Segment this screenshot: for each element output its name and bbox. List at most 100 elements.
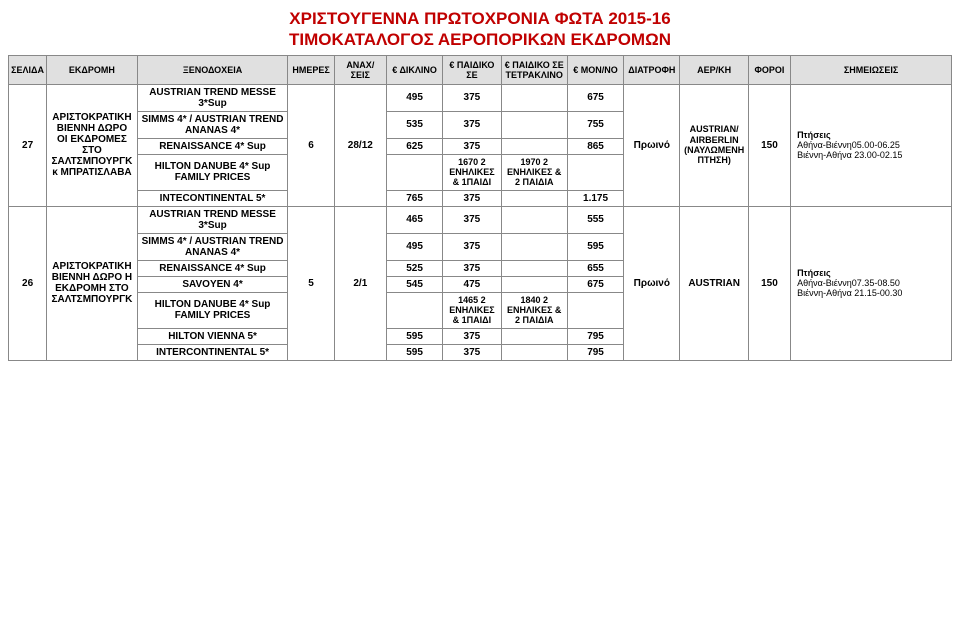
table-row: 26 ΑΡΙΣΤΟΚΡΑΤΙΚΗ ΒΙΕΝΝΗ ΔΩΡΟ Η ΕΚΔΡΟΜΗ Σ… — [9, 206, 952, 233]
hdr-page: ΣΕΛΙΔΑ — [9, 55, 47, 84]
cell-trip: ΑΡΙΣΤΟΚΡΑΤΙΚΗ ΒΙΕΝΝΗ ΔΩΡΟ ΟΙ ΕΚΔΡΟΜΕΣ ΣΤ… — [47, 84, 137, 206]
cell-kid2 — [501, 206, 567, 233]
cell-kid2: 1970 2 ΕΝΗΛΙΚΕΣ & 2 ΠΑΙΔΙΑ — [501, 154, 567, 190]
cell-kid1: 475 — [443, 276, 501, 292]
notes-title: Πτήσεις — [797, 268, 948, 278]
cell-hotel: AUSTRIAN TREND MESSE 3*Sup — [137, 206, 288, 233]
cell-notes: Πτήσεις Αθήνα-Βιέννη05.00-06.25 Βιέννη-Α… — [791, 84, 952, 206]
cell-dep: 2/1 — [334, 206, 386, 360]
cell-kid1: 375 — [443, 233, 501, 260]
cell-kid2 — [501, 344, 567, 360]
cell-kid1: 375 — [443, 328, 501, 344]
cell-trip: ΑΡΙΣΤΟΚΡΑΤΙΚΗ ΒΙΕΝΝΗ ΔΩΡΟ Η ΕΚΔΡΟΜΗ ΣΤΟ … — [47, 206, 137, 360]
cell-hotel: INTERCONTINENTAL 5* — [137, 344, 288, 360]
cell-single: 655 — [567, 260, 623, 276]
cell-kid2 — [501, 328, 567, 344]
cell-kid2 — [501, 111, 567, 138]
cell-dbl: 495 — [386, 84, 442, 111]
cell-single: 555 — [567, 206, 623, 233]
table-header: ΣΕΛΙΔΑ ΕΚΔΡΟΜΗ ΞΕΝΟΔΟΧΕΙΑ ΗΜΕΡΕΣ ΑΝΑΧ/ΣΕ… — [9, 55, 952, 84]
cell-meal: Πρωινό — [624, 206, 680, 360]
cell-dbl: 595 — [386, 328, 442, 344]
cell-single: 795 — [567, 328, 623, 344]
hdr-meal: ΔΙΑΤΡΟΦΗ — [624, 55, 680, 84]
cell-page: 27 — [9, 84, 47, 206]
cell-dbl: 545 — [386, 276, 442, 292]
cell-kid2 — [501, 138, 567, 154]
cell-single: 865 — [567, 138, 623, 154]
cell-kid1: 1670 2 ΕΝΗΛΙΚΕΣ & 1ΠΑΙΔΙ — [443, 154, 501, 190]
page-container: ΧΡΙΣΤΟΥΓΕΝΝΑ ΠΡΩΤΟΧΡΟΝΙΑ ΦΩΤΑ 2015-16 ΤΙ… — [0, 0, 960, 369]
cell-single: 675 — [567, 84, 623, 111]
cell-hotel: SAVOYEN 4* — [137, 276, 288, 292]
notes-line: Βιέννη-Αθήνα 23.00-02.15 — [797, 150, 948, 160]
cell-single: 675 — [567, 276, 623, 292]
hdr-kid2: € ΠΑΙΔΙΚΟ ΣΕ ΤΕΤΡΑΚΛΙΝΟ — [501, 55, 567, 84]
cell-single: 595 — [567, 233, 623, 260]
notes-title: Πτήσεις — [797, 130, 948, 140]
cell-hotel: RENAISSANCE 4* Sup — [137, 138, 288, 154]
cell-kid1: 375 — [443, 206, 501, 233]
cell-single — [567, 154, 623, 190]
cell-kid2 — [501, 84, 567, 111]
cell-single — [567, 292, 623, 328]
hdr-trip: ΕΚΔΡΟΜΗ — [47, 55, 137, 84]
hdr-single: € ΜΟΝ/ΝΟ — [567, 55, 623, 84]
cell-kid1: 375 — [443, 84, 501, 111]
notes-line: Αθήνα-Βιέννη05.00-06.25 — [797, 140, 948, 150]
cell-days: 6 — [288, 84, 334, 206]
hdr-dep: ΑΝΑΧ/ΣΕΙΣ — [334, 55, 386, 84]
cell-notes: Πτήσεις Αθήνα-Βιέννη07.35-08.50 Βιέννη-Α… — [791, 206, 952, 360]
cell-dbl: 625 — [386, 138, 442, 154]
cell-tax: 150 — [748, 84, 790, 206]
title-line-1: ΧΡΙΣΤΟΥΓΕΝΝΑ ΠΡΩΤΟΧΡΟΝΙΑ ΦΩΤΑ 2015-16 — [8, 8, 952, 29]
cell-kid2: 1840 2 ΕΝΗΛΙΚΕΣ & 2 ΠΑΙΔΙΑ — [501, 292, 567, 328]
hdr-kid1: € ΠΑΙΔΙΚΟ ΣΕ — [443, 55, 501, 84]
cell-hotel: HILTON DANUBE 4* Sup FAMILY PRICES — [137, 154, 288, 190]
cell-hotel: HILTON VIENNA 5* — [137, 328, 288, 344]
cell-kid2 — [501, 260, 567, 276]
cell-dbl: 465 — [386, 206, 442, 233]
price-table: ΣΕΛΙΔΑ ΕΚΔΡΟΜΗ ΞΕΝΟΔΟΧΕΙΑ ΗΜΕΡΕΣ ΑΝΑΧ/ΣΕ… — [8, 55, 952, 361]
hdr-hotel: ΞΕΝΟΔΟΧΕΙΑ — [137, 55, 288, 84]
cell-air: AUSTRIAN — [680, 206, 748, 360]
cell-dbl: 495 — [386, 233, 442, 260]
cell-dbl — [386, 292, 442, 328]
cell-kid1: 375 — [443, 344, 501, 360]
cell-single: 795 — [567, 344, 623, 360]
hdr-days: ΗΜΕΡΕΣ — [288, 55, 334, 84]
cell-kid1: 1465 2 ΕΝΗΛΙΚΕΣ & 1ΠΑΙΔΙ — [443, 292, 501, 328]
cell-dbl — [386, 154, 442, 190]
cell-single: 755 — [567, 111, 623, 138]
cell-kid1: 375 — [443, 190, 501, 206]
document-title: ΧΡΙΣΤΟΥΓΕΝΝΑ ΠΡΩΤΟΧΡΟΝΙΑ ΦΩΤΑ 2015-16 ΤΙ… — [8, 8, 952, 51]
cell-kid2 — [501, 276, 567, 292]
cell-air: AUSTRIAN/ AIRBERLIN (ΝΑΥΛΩΜΕΝΗ ΠΤΗΣΗ) — [680, 84, 748, 206]
cell-dbl: 595 — [386, 344, 442, 360]
cell-tax: 150 — [748, 206, 790, 360]
cell-dbl: 535 — [386, 111, 442, 138]
cell-hotel: RENAISSANCE 4* Sup — [137, 260, 288, 276]
cell-kid2 — [501, 233, 567, 260]
cell-kid1: 375 — [443, 260, 501, 276]
notes-line: Αθήνα-Βιέννη07.35-08.50 — [797, 278, 948, 288]
cell-hotel: AUSTRIAN TREND MESSE 3*Sup — [137, 84, 288, 111]
hdr-air: ΑΕΡ/ΚΗ — [680, 55, 748, 84]
cell-hotel: SIMMS 4* / AUSTRIAN TREND ANANAS 4* — [137, 233, 288, 260]
cell-meal: Πρωινό — [624, 84, 680, 206]
cell-dbl: 765 — [386, 190, 442, 206]
cell-dbl: 525 — [386, 260, 442, 276]
table-row: 27 ΑΡΙΣΤΟΚΡΑΤΙΚΗ ΒΙΕΝΝΗ ΔΩΡΟ ΟΙ ΕΚΔΡΟΜΕΣ… — [9, 84, 952, 111]
hdr-notes: ΣΗΜΕΙΩΣΕΙΣ — [791, 55, 952, 84]
cell-kid2 — [501, 190, 567, 206]
hdr-dbl: € ΔΙΚΛΙΝΟ — [386, 55, 442, 84]
cell-kid1: 375 — [443, 111, 501, 138]
notes-line: Βιέννη-Αθήνα 21.15-00.30 — [797, 288, 948, 298]
cell-days: 5 — [288, 206, 334, 360]
hdr-tax: ΦΟΡΟΙ — [748, 55, 790, 84]
cell-kid1: 375 — [443, 138, 501, 154]
cell-hotel: SIMMS 4* / AUSTRIAN TREND ANANAS 4* — [137, 111, 288, 138]
cell-page: 26 — [9, 206, 47, 360]
cell-dep: 28/12 — [334, 84, 386, 206]
title-line-2: ΤΙΜΟΚΑΤΑΛΟΓΟΣ ΑΕΡΟΠΟΡΙΚΩΝ ΕΚΔΡΟΜΩΝ — [8, 29, 952, 50]
